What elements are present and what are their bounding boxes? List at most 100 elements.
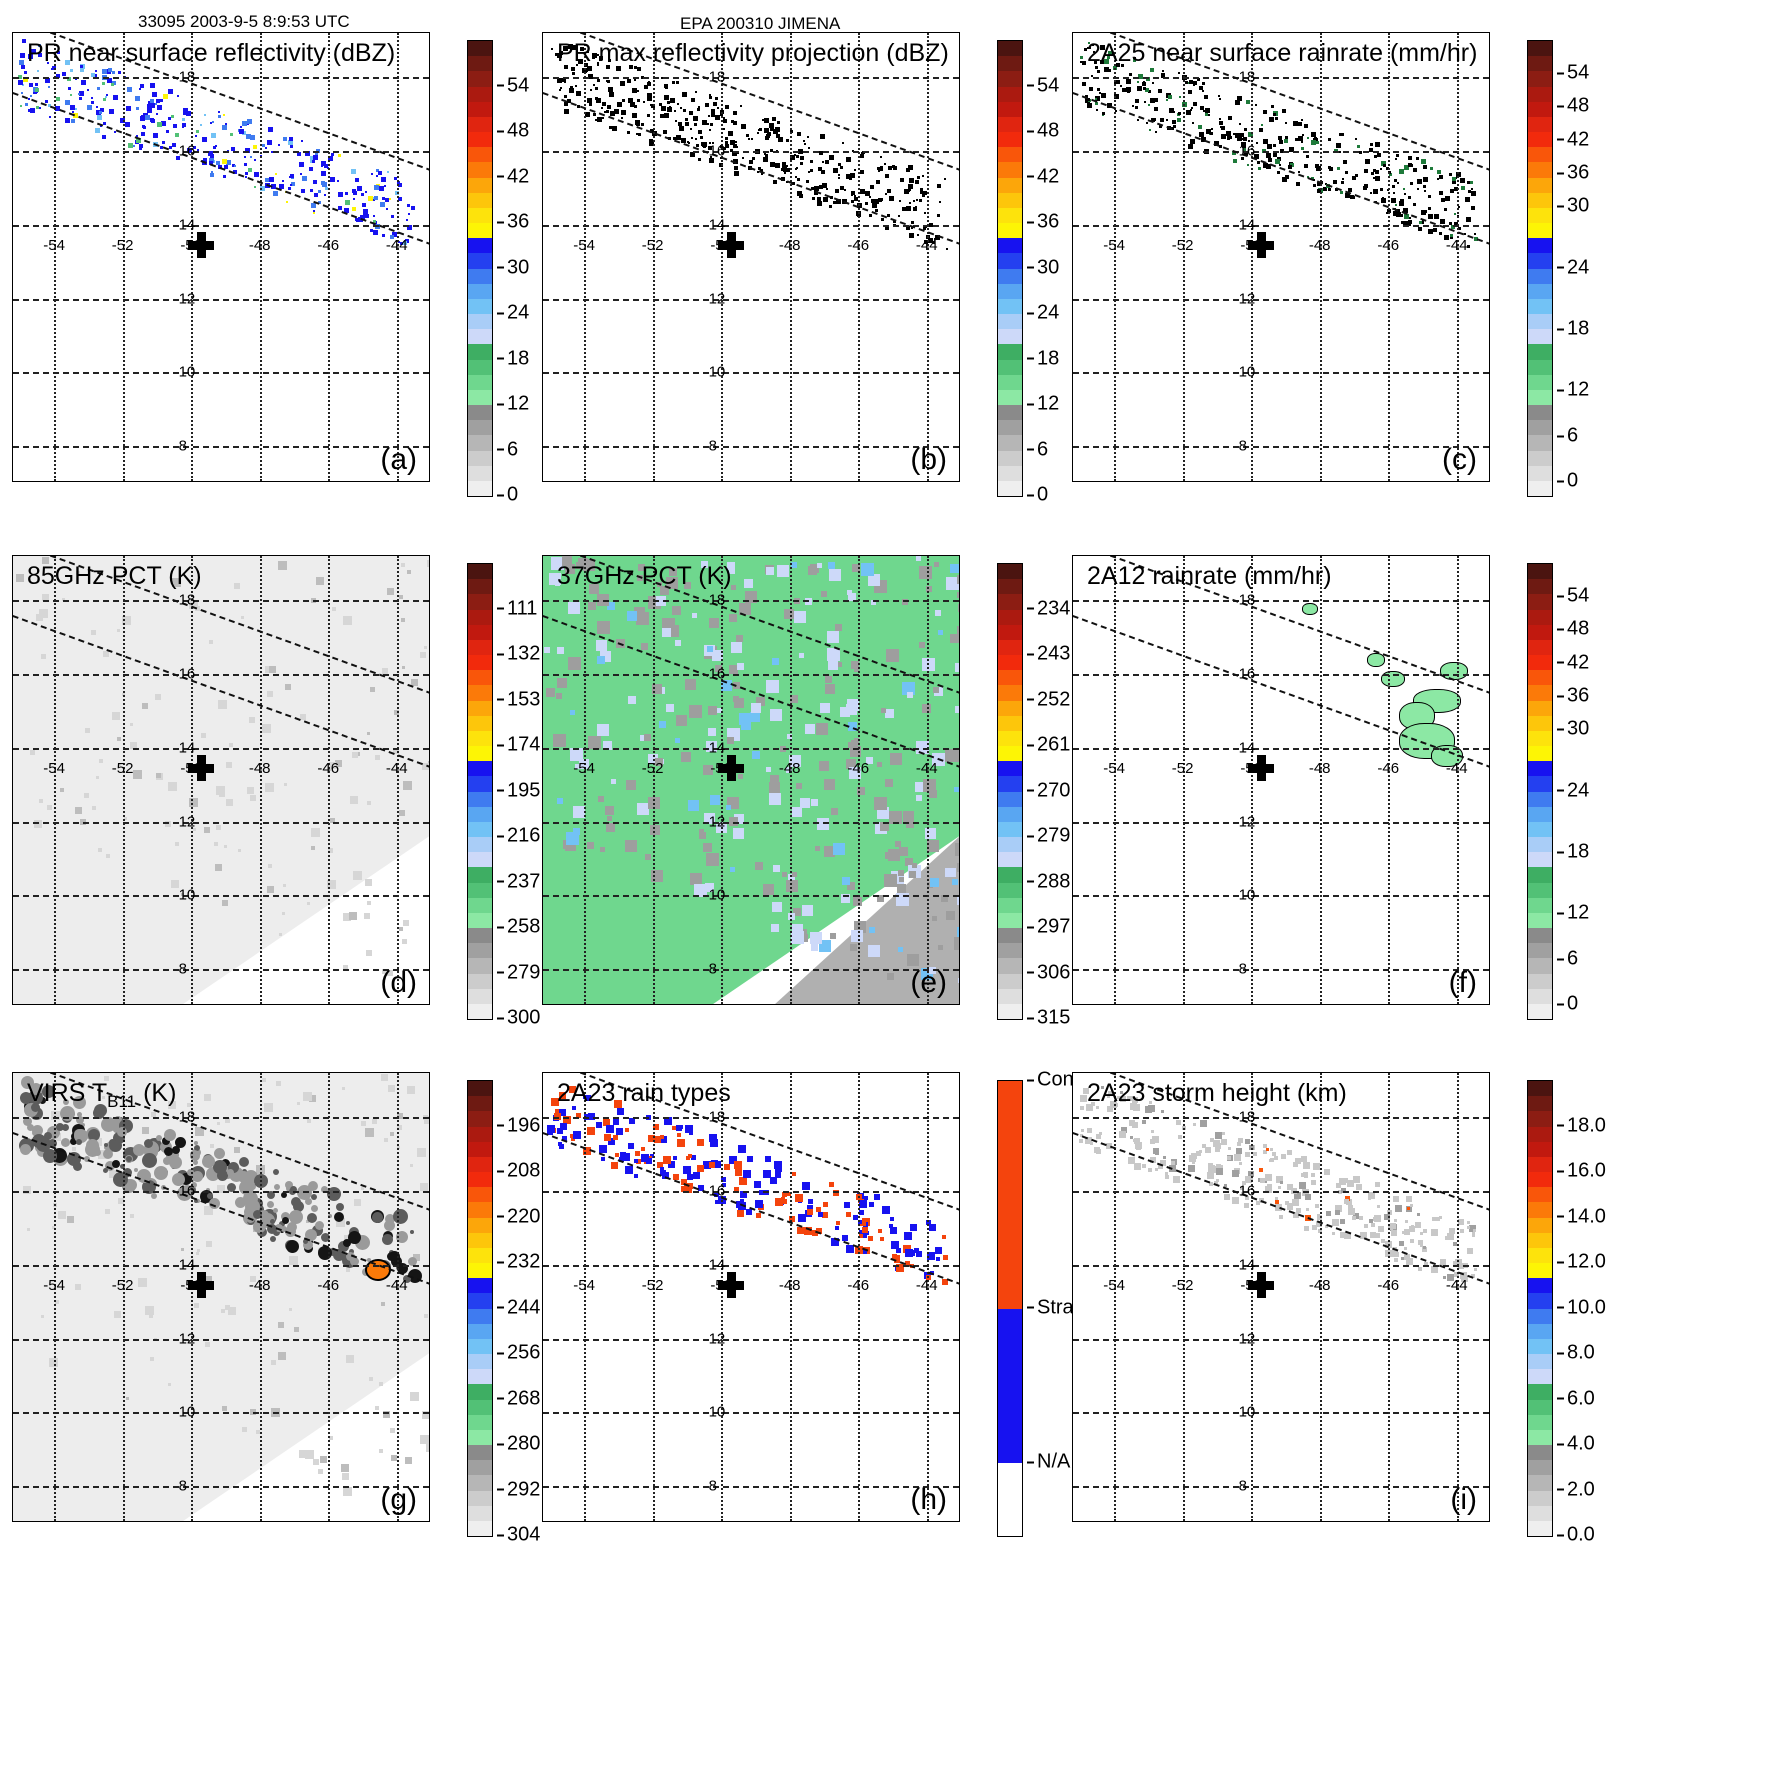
colorbar-pr-max-reflectivity-projection[interactable] [997, 40, 1023, 497]
rain-type-pixel [893, 1256, 900, 1263]
colorbar-segment [998, 132, 1022, 148]
y-tick-label: 14 [178, 216, 196, 234]
data-pixel [633, 79, 636, 82]
colorbar-segment [1528, 192, 1552, 208]
data-pixel [722, 127, 725, 130]
data-pixel [620, 103, 623, 106]
panel-pr-max-reflectivity-projection-plot-area[interactable]: -54 -52 -50 -48 -46 -44 18 16 14 12 10 8 PR max refl… [542, 32, 960, 482]
panel-37ghz-pct-plot-area[interactable]: -54 -52 -50 -48 -46 -44 18 16 14 12 10 8 37GHz PCT (… [542, 555, 960, 1005]
colorbar-2a25-near-surface-rainrate[interactable] [1527, 40, 1553, 497]
colorbar-segment [1528, 1399, 1552, 1415]
data-pixel [90, 97, 93, 100]
data-pixel [827, 561, 835, 569]
data-pixel [342, 1086, 346, 1090]
colorbar-segment [1528, 1126, 1552, 1142]
data-pixel [601, 102, 606, 107]
data-pixel [221, 1405, 227, 1411]
data-pixel [570, 709, 576, 715]
data-pixel [424, 645, 428, 649]
data-pixel [101, 134, 106, 139]
data-pixel [1427, 206, 1431, 210]
panel-2a12-rainrate-plot-area[interactable]: -54 -52 -50 -48 -46 -44 18 16 14 12 10 8 2A12 rainra… [1072, 555, 1490, 1005]
data-pixel [337, 180, 340, 183]
cloud-top-pixel [307, 1181, 318, 1192]
colorbar-segment [468, 1172, 492, 1188]
storm-height-pixel [1227, 1156, 1232, 1161]
panel-2a23-rain-types-plot-area[interactable]: -54 -52 -50 -48 -46 -44 18 16 14 12 10 8 2A23 rain t… [542, 1072, 960, 1522]
colorbar-pr-near-surface-reflectivity[interactable] [467, 40, 493, 497]
storm-height-pixel [1466, 1220, 1470, 1224]
storm-height-pixel [1207, 1172, 1215, 1180]
colorbar-37ghz-pct[interactable] [997, 563, 1023, 1020]
storm-height-pixel [1116, 1095, 1120, 1099]
rain-type-pixel [845, 1245, 854, 1254]
data-pixel [668, 107, 673, 112]
storm-height-pixel [1435, 1216, 1440, 1221]
data-pixel [310, 828, 320, 838]
data-pixel [646, 113, 650, 117]
rain-type-pixel [660, 1135, 665, 1140]
colorbar-tick: 42 [1557, 128, 1589, 151]
data-pixel [771, 116, 776, 121]
storm-height-pixel [1414, 1221, 1421, 1228]
data-pixel [784, 171, 787, 174]
data-pixel [1440, 219, 1446, 225]
colorbar-tick: 24 [497, 302, 529, 325]
data-pixel [781, 176, 786, 181]
colorbar-virs-tb11[interactable] [467, 1080, 493, 1537]
panel-title: 2A12 rainrate (mm/hr) [1087, 562, 1332, 590]
data-pixel [282, 911, 286, 915]
colorbar-85ghz-pct[interactable] [467, 563, 493, 1020]
data-pixel [1418, 221, 1422, 225]
data-pixel [875, 180, 880, 185]
rain-type-pixel [891, 1254, 897, 1260]
data-pixel [97, 115, 103, 121]
data-pixel [1121, 63, 1124, 67]
data-pixel [690, 137, 693, 140]
storm-height-pixel [1293, 1191, 1301, 1199]
panel-2a23-storm-height-plot-area[interactable]: -54 -52 -50 -48 -46 -44 18 16 14 12 10 8 2A23 storm … [1072, 1072, 1490, 1522]
data-pixel [125, 105, 131, 111]
data-pixel [95, 106, 98, 109]
data-pixel [567, 656, 581, 670]
data-pixel [1427, 213, 1433, 219]
panel-85ghz-pct-plot-area[interactable]: -54 -52 -50 -48 -46 -44 18 16 14 12 10 8 85GHz PCT (… [12, 555, 430, 1005]
gridline-horizontal [1073, 224, 1489, 227]
data-pixel [420, 1182, 429, 1191]
panel-pr-near-surface-reflectivity-plot-area[interactable]: -54 -52 -50 -48 -46 -44 18 16 14 12 10 8 PR near sur… [12, 32, 430, 482]
panel-2a25-near-surface-rainrate-plot-area[interactable]: -54 -52 -50 -48 -46 -44 18 16 14 12 10 8 2A25 near s… [1072, 32, 1490, 482]
data-pixel [146, 104, 151, 109]
colorbar-2a12-rainrate[interactable] [1527, 563, 1553, 1020]
data-pixel [171, 879, 180, 888]
colorbar-2a23-rain-types[interactable] [997, 1080, 1023, 1537]
data-pixel [1464, 197, 1470, 203]
data-pixel [196, 148, 199, 151]
data-pixel [860, 189, 866, 195]
data-pixel [568, 602, 581, 615]
rain-type-pixel [634, 1173, 639, 1178]
data-pixel [126, 1396, 130, 1400]
colorbar-tick-label: 24 [1567, 779, 1590, 801]
data-pixel [148, 1313, 153, 1318]
cloud-top-pixel [293, 1200, 305, 1212]
data-pixel [289, 137, 294, 142]
gridline-horizontal [543, 151, 959, 154]
storm-height-pixel [1376, 1204, 1380, 1208]
data-pixel [1395, 210, 1400, 215]
data-pixel [1433, 213, 1439, 219]
gridline-vertical [191, 33, 194, 481]
data-pixel [99, 758, 104, 763]
data-pixel [208, 150, 214, 156]
data-pixel [892, 166, 897, 171]
data-pixel [1374, 175, 1380, 181]
gridline-horizontal [13, 674, 429, 677]
y-tick-label: 16 [1238, 665, 1256, 683]
x-tick-label: -52 [111, 237, 134, 255]
colorbar-2a23-storm-height[interactable] [1527, 1080, 1553, 1537]
data-pixel [118, 1198, 125, 1205]
panel-virs-tb11-plot-area[interactable]: -54 -52 -50 -48 -46 -44 18 16 14 12 10 8 VIRS TB11 (… [12, 1072, 430, 1522]
colorbar-tick: 18.0 [1557, 1114, 1606, 1137]
data-pixel [785, 767, 792, 774]
rain-type-pixel [685, 1125, 694, 1134]
data-pixel [1341, 181, 1345, 185]
